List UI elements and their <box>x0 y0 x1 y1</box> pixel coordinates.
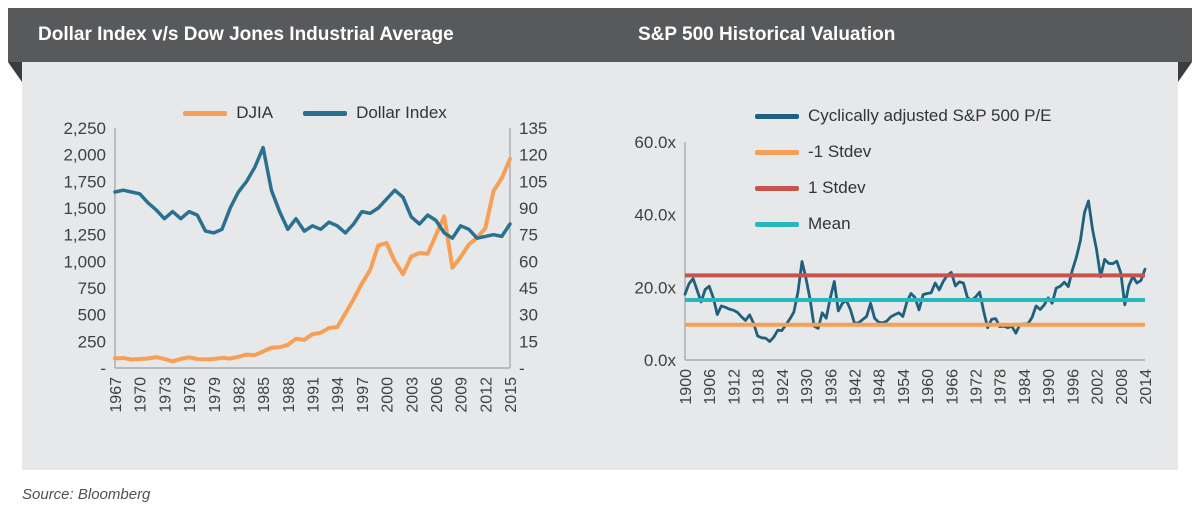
x-tick-label: 1990 <box>1041 369 1058 405</box>
y-tick-label: 1,250 <box>63 226 106 245</box>
y-tick-label: 2,000 <box>63 146 106 165</box>
legend-swatch <box>303 110 348 116</box>
x-tick-label: 2000 <box>380 377 397 413</box>
chart1-legend: DJIA Dollar Index <box>115 103 515 123</box>
x-tick-label: 2008 <box>1114 369 1131 405</box>
x-tick-label: 2014 <box>1138 369 1155 405</box>
secondary-y-tick-label: 15 <box>519 332 538 351</box>
x-tick-label: 1994 <box>330 377 347 413</box>
series-dollar-index <box>113 145 512 240</box>
legend-swatch <box>755 221 799 227</box>
x-tick-label: 1960 <box>920 369 937 405</box>
secondary-y-tick-label: 60 <box>519 252 538 271</box>
y-tick-label: 1,500 <box>63 199 106 218</box>
x-tick-label: 2009 <box>454 377 471 413</box>
y-tick-label: 1,000 <box>63 252 106 271</box>
legend-label: Cyclically adjusted S&P 500 P/E <box>808 106 1052 125</box>
ribbon-fold-left <box>8 62 22 82</box>
y-tick-label: 2,250 <box>63 119 106 138</box>
secondary-y-tick-label: 135 <box>519 119 547 138</box>
ribbon-fold-right <box>1178 62 1192 82</box>
x-tick-label: 1954 <box>896 369 913 405</box>
legend-item: Dollar Index <box>303 103 447 123</box>
x-tick-label: 1982 <box>231 377 248 413</box>
x-tick-label: 1936 <box>823 369 840 405</box>
secondary-y-tick-label: 45 <box>519 279 538 298</box>
chart1-plot: 2,250 2,000 1,750 1,500 1,250 1,000 750 500 250 -… <box>63 119 547 413</box>
x-tick-label: 1930 <box>799 369 816 405</box>
legend-swatch <box>755 185 799 191</box>
y-tick-label: 0.0x <box>644 351 677 370</box>
x-tick-label: 1912 <box>726 369 743 405</box>
x-tick-label: 1900 <box>678 369 695 405</box>
y-tick-label: 40.0x <box>634 206 676 225</box>
header-ribbon: Dollar Index v/s Dow Jones Industrial Av… <box>8 8 1192 62</box>
secondary-y-tick-label: 120 <box>519 146 547 165</box>
legend-item: Mean <box>755 214 851 234</box>
x-tick-label: 1970 <box>133 377 150 413</box>
y-tick-label: 60.0x <box>634 133 676 152</box>
x-tick-label: 1942 <box>847 369 864 405</box>
legend-label: -1 Stdev <box>808 142 872 161</box>
x-tick-label: 2006 <box>429 377 446 413</box>
x-tick-label: 1978 <box>993 369 1010 405</box>
legend-item: Cyclically adjusted S&P 500 P/E <box>755 106 1051 126</box>
legend-swatch <box>755 113 799 119</box>
x-tick-label: 1906 <box>702 369 719 405</box>
x-tick-label: 1948 <box>872 369 889 405</box>
legend-item: 1 Stdev <box>755 178 866 198</box>
secondary-y-tick-label: 90 <box>519 199 538 218</box>
x-tick-label: 1967 <box>108 377 125 413</box>
legend-item: DJIA <box>183 103 273 123</box>
charts-panel: 2,250 2,000 1,750 1,500 1,250 1,000 750 500 250 -… <box>22 62 1178 470</box>
x-tick-label: 1918 <box>751 369 768 405</box>
secondary-y-tick-label: 105 <box>519 172 547 191</box>
series-cyclically-adjusted-s-p-500-p-e <box>683 199 1147 343</box>
chart2-title: S&P 500 Historical Valuation <box>638 24 896 45</box>
chart1-title: Dollar Index v/s Dow Jones Industrial Av… <box>38 24 454 45</box>
y-tick-label: 500 <box>78 306 106 325</box>
series-djia <box>113 156 512 364</box>
x-tick-label: 1976 <box>182 377 199 413</box>
x-tick-label: 2012 <box>478 377 495 413</box>
y-tick-label: 750 <box>78 279 106 298</box>
x-tick-label: 2003 <box>404 377 421 413</box>
x-tick-label: 2002 <box>1090 369 1107 405</box>
x-tick-label: 1966 <box>944 369 961 405</box>
y-tick-label: 20.0x <box>634 278 676 297</box>
y-tick-label: 250 <box>78 332 106 351</box>
x-tick-label: 1997 <box>355 377 372 413</box>
legend-swatch <box>183 110 228 116</box>
legend-item: -1 Stdev <box>755 142 871 162</box>
x-tick-label: 1991 <box>306 377 323 413</box>
x-tick-label: 1985 <box>256 377 273 413</box>
x-tick-label: 1973 <box>157 377 174 413</box>
x-tick-label: 1979 <box>207 377 224 413</box>
x-tick-label: 1988 <box>281 377 298 413</box>
secondary-y-tick-label: 75 <box>519 226 538 245</box>
legend-label: 1 Stdev <box>808 178 866 197</box>
legend-label: DJIA <box>236 103 274 122</box>
x-tick-label: 1984 <box>1017 369 1034 405</box>
legend-label: Dollar Index <box>356 103 447 122</box>
y-tick-label: - <box>100 359 106 378</box>
secondary-y-tick-label: - <box>519 359 525 378</box>
chart2-legend: Cyclically adjusted S&P 500 P/E -1 Stdev 1… <box>755 106 1051 234</box>
x-tick-label: 1996 <box>1065 369 1082 405</box>
x-tick-label: 2015 <box>503 377 520 413</box>
legend-swatch <box>755 149 799 155</box>
legend-label: Mean <box>808 214 851 233</box>
x-tick-label: 1972 <box>969 369 986 405</box>
x-tick-label: 1924 <box>775 369 792 405</box>
secondary-y-tick-label: 30 <box>519 306 538 325</box>
source-note: Source: Bloomberg <box>22 486 151 503</box>
y-tick-label: 1,750 <box>63 172 106 191</box>
